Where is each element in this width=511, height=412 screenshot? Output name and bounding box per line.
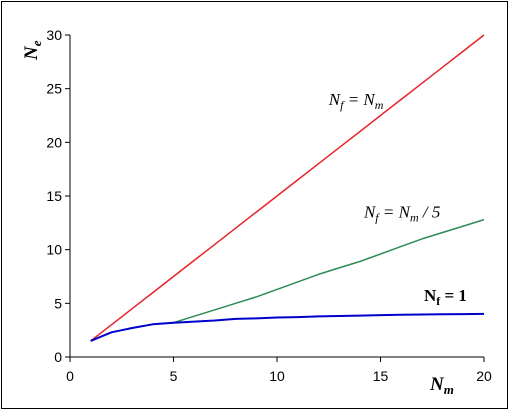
y-tick-label: 5: [54, 295, 62, 311]
x-tick-labels: 0 5 10 15 20: [66, 368, 492, 384]
x-tick-label: 0: [66, 368, 74, 384]
series-annotation-2: Nf = Nm / 5: [363, 202, 440, 224]
series-annotation-1: Nf = Nm​: [328, 90, 384, 112]
y-tick-label: 15: [46, 188, 62, 204]
x-tick-label: 5: [170, 368, 178, 384]
y-tick-label: 20: [46, 134, 62, 150]
series-annotations: Nf = Nm​ Nf = Nm / 5 Nf = 1: [328, 90, 467, 308]
y-tick-label: 25: [46, 81, 62, 97]
x-tick-label: 20: [476, 368, 492, 384]
y-tick-labels: 0 5 10 15 20 25 30: [46, 27, 62, 365]
x-tick-label: 15: [373, 368, 389, 384]
y-tick-label: 0: [54, 349, 62, 365]
x-axis-title: Nm: [429, 374, 454, 397]
axes: [65, 34, 485, 362]
y-tick-label: 10: [46, 242, 62, 258]
series-line-3: [90, 312, 485, 342]
y-axis-title: Ne: [21, 40, 44, 61]
y-tick-label: 30: [46, 27, 62, 43]
series-lines: [90, 34, 485, 342]
series-annotation-3: Nf = 1: [424, 286, 467, 308]
x-tick-label: 10: [269, 368, 285, 384]
series-line-2: [173, 218, 485, 324]
series-line-1: [90, 34, 485, 342]
